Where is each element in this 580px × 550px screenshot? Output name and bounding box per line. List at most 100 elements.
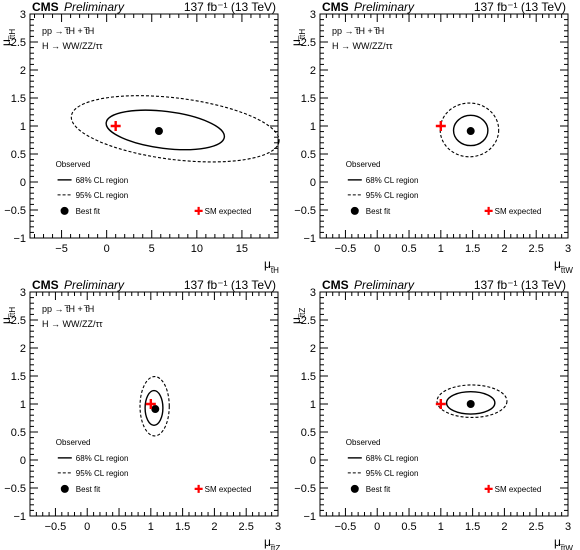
header-cms: CMS xyxy=(32,0,59,14)
legend-observed: Observed xyxy=(56,160,91,169)
x-tick-label: 2.5 xyxy=(239,521,254,533)
x-axis-title: μt̅tW xyxy=(554,257,573,275)
x-axis-subscript: t̅tW xyxy=(559,266,573,275)
y-tick-label: 1 xyxy=(20,121,26,133)
y-tick-label: 2 xyxy=(310,343,316,355)
sm-expected-marker xyxy=(110,121,121,131)
x-tick-label: 5 xyxy=(149,243,155,255)
legend-observed: Observed xyxy=(346,438,381,447)
legend-sm-swatch xyxy=(194,484,203,493)
legend-sm-label: SM expected xyxy=(205,485,252,494)
legend-68cl-label: 68% CL region xyxy=(366,454,419,463)
panel-4: −0.5 0 0.5 1 1.5 2 2.5 3−1−0.500.511.522.53μt̅t… xyxy=(289,278,573,550)
x-tick-label: 0.5 xyxy=(111,521,126,533)
legend-sm-swatch xyxy=(484,484,493,493)
y-axis-symbol: μ xyxy=(289,317,303,324)
contour-95cl xyxy=(139,376,170,437)
best-fit-marker xyxy=(466,400,475,408)
legend-68cl-label: 68% CL region xyxy=(76,176,129,185)
x-tick-label: 10 xyxy=(191,243,203,255)
legend-sm-swatch xyxy=(484,206,493,215)
header-preliminary: Preliminary xyxy=(64,278,125,292)
legend-sm-label: SM expected xyxy=(205,207,252,216)
header-luminosity: 137 fb⁻¹ (13 TeV) xyxy=(184,278,276,292)
x-tick-label: 0 xyxy=(104,243,110,255)
y-tick-label: 1.5 xyxy=(11,371,26,383)
legend-best-fit-label: Best fit xyxy=(76,207,101,216)
x-tick-label: 15 xyxy=(236,243,248,255)
legend-best-fit-swatch xyxy=(60,206,69,215)
header-luminosity: 137 fb⁻¹ (13 TeV) xyxy=(474,0,566,14)
x-axis-title: μt̅H xyxy=(264,257,279,275)
y-tick-label: 2.5 xyxy=(11,315,26,327)
x-axis-title: μt̅tZ xyxy=(264,535,280,550)
legend-68cl-label: 68% CL region xyxy=(366,176,419,185)
y-tick-label: 1.5 xyxy=(301,371,316,383)
x-tick-label: 1 xyxy=(148,521,154,533)
y-tick-label: 3 xyxy=(20,287,26,299)
contour-68cl xyxy=(445,390,496,415)
best-fit-marker xyxy=(466,127,475,136)
contour-95cl xyxy=(436,384,508,418)
legend-best-fit-label: Best fit xyxy=(76,485,101,494)
x-tick-label: 2 xyxy=(211,521,217,533)
y-axis-subscript: t̅tH xyxy=(8,307,17,319)
legend-best-fit-label: Best fit xyxy=(366,485,391,494)
x-axis-symbol: μ xyxy=(264,535,271,549)
y-tick-label: 0.5 xyxy=(301,427,316,439)
legend-95cl-label: 95% CL region xyxy=(76,469,129,478)
y-tick-label: 1 xyxy=(310,399,316,411)
y-axis-subscript: t̅tH xyxy=(298,29,307,41)
sm-expected-marker xyxy=(435,121,446,131)
y-tick-label: 0 xyxy=(310,455,316,467)
header-preliminary: Preliminary xyxy=(354,0,415,14)
x-tick-label: 1 xyxy=(438,243,444,255)
y-axis-subscript: t̅tZ xyxy=(298,308,307,319)
header-preliminary: Preliminary xyxy=(354,278,415,292)
x-tick-label: 3 xyxy=(565,243,571,255)
y-tick-label: 2.5 xyxy=(301,315,316,327)
y-tick-label: −1 xyxy=(13,233,26,245)
x-tick-label: 0.5 xyxy=(401,521,416,533)
legend-best-fit-swatch xyxy=(350,484,359,493)
y-axis-symbol: μ xyxy=(289,39,303,46)
y-tick-label: −0.5 xyxy=(4,483,26,495)
y-tick-label: 0.5 xyxy=(11,427,26,439)
x-tick-label: 0 xyxy=(374,243,380,255)
x-tick-label: −0.5 xyxy=(45,521,67,533)
y-axis-symbol: μ xyxy=(0,317,13,324)
x-tick-label: 3 xyxy=(565,521,571,533)
y-axis-title: μt̅tH xyxy=(289,29,307,46)
y-tick-label: 0 xyxy=(20,177,26,189)
best-fit-marker xyxy=(154,127,163,136)
x-tick-label: 2 xyxy=(501,243,507,255)
y-tick-label: 0 xyxy=(20,455,26,467)
legend-observed: Observed xyxy=(56,438,91,447)
y-tick-label: 2.5 xyxy=(11,37,26,49)
legend-95cl-label: 95% CL region xyxy=(76,191,129,200)
header-luminosity: 137 fb⁻¹ (13 TeV) xyxy=(474,278,566,292)
y-tick-label: −1 xyxy=(303,511,316,523)
x-tick-label: 0.5 xyxy=(401,243,416,255)
x-axis-subscript: t̅tZ xyxy=(269,544,280,550)
x-axis-symbol: μ xyxy=(264,257,271,271)
x-axis-subscript: t̅H xyxy=(269,266,279,275)
process-line-2: H → WW/ZZ/ττ xyxy=(42,319,103,329)
y-tick-label: 1.5 xyxy=(11,93,26,105)
y-tick-label: −0.5 xyxy=(294,483,316,495)
legend-best-fit-label: Best fit xyxy=(366,207,391,216)
x-tick-label: 0 xyxy=(374,521,380,533)
y-tick-label: 1.5 xyxy=(301,93,316,105)
y-tick-label: 0.5 xyxy=(11,149,26,161)
contour-68cl xyxy=(105,109,226,151)
x-tick-label: −0.5 xyxy=(335,521,357,533)
x-axis-title: μt̅tW xyxy=(554,535,573,550)
x-axis-symbol: μ xyxy=(554,257,561,271)
y-tick-label: 0.5 xyxy=(301,149,316,161)
legend-observed: Observed xyxy=(346,160,381,169)
panel-3: −0.5 0 0.5 1 1.5 2 2.5 3−1−0.500.511.522.53μt̅t… xyxy=(0,278,281,550)
process-line-2: H → WW/ZZ/ττ xyxy=(332,41,393,51)
legend-sm-label: SM expected xyxy=(495,207,542,216)
x-tick-label: −5 xyxy=(55,243,68,255)
legend-sm-label: SM expected xyxy=(495,485,542,494)
